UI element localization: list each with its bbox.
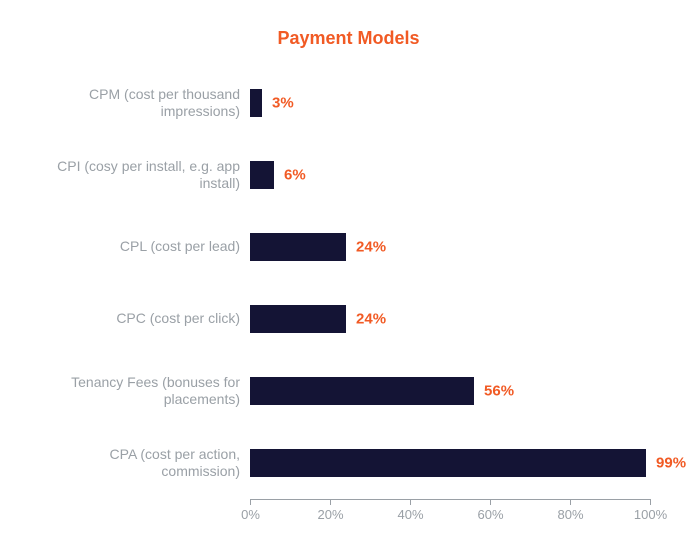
x-tick-label: 0% [241, 507, 260, 522]
category-label: CPM (cost per thousand impressions) [30, 86, 250, 121]
x-tick: 60% [490, 499, 491, 505]
x-tick: 20% [330, 499, 331, 505]
chart-title: Payment Models [30, 28, 667, 49]
bar-cell: 3% [250, 67, 650, 139]
bar [250, 161, 274, 189]
value-label: 24% [356, 239, 386, 256]
value-label: 24% [356, 311, 386, 328]
chart-row: Tenancy Fees (bonuses for placements) 56% [30, 355, 667, 427]
chart-row: CPA (cost per action, commission)99% [30, 427, 667, 499]
x-tick-label: 20% [317, 507, 343, 522]
x-tick-mark [250, 499, 251, 505]
bar [250, 377, 474, 405]
bar-cell: 24% [250, 283, 650, 355]
bar [250, 305, 346, 333]
bar [250, 89, 262, 117]
plot-area: CPM (cost per thousand impressions) 3% CPI… [30, 67, 667, 533]
x-tick-label: 60% [477, 507, 503, 522]
bar-cell: 24% [250, 211, 650, 283]
x-tick-label: 100% [634, 507, 667, 522]
x-tick: 80% [570, 499, 571, 505]
x-tick-mark [490, 499, 491, 505]
payment-models-chart: Payment Models CPM (cost per thousand im… [0, 0, 697, 551]
chart-row: CPM (cost per thousand impressions) 3% [30, 67, 667, 139]
bar-cell: 6% [250, 139, 650, 211]
value-label: 99% [656, 455, 686, 472]
bar [250, 233, 346, 261]
x-axis: 0% 20% 40% 60% 80% 100% [30, 499, 667, 533]
x-tick-mark [330, 499, 331, 505]
x-tick-mark [570, 499, 571, 505]
x-tick: 0% [250, 499, 251, 505]
bar-cell: 99% [250, 427, 650, 499]
value-label: 6% [284, 167, 306, 184]
x-tick-label: 80% [557, 507, 583, 522]
category-label: CPC (cost per click) [30, 310, 250, 328]
value-label: 3% [272, 95, 294, 112]
x-tick-label: 40% [397, 507, 423, 522]
chart-row: CPI (cosy per install, e.g. app install)… [30, 139, 667, 211]
x-tick-mark [410, 499, 411, 505]
value-label: 56% [484, 383, 514, 400]
category-label: CPA (cost per action, commission) [30, 446, 250, 481]
category-label: CPL (cost per lead) [30, 238, 250, 256]
x-tick: 100% [650, 499, 651, 505]
chart-row: CPL (cost per lead) 24% [30, 211, 667, 283]
bar-cell: 56% [250, 355, 650, 427]
category-label: CPI (cosy per install, e.g. app install) [30, 158, 250, 193]
chart-row: CPC (cost per click) 24% [30, 283, 667, 355]
category-label: Tenancy Fees (bonuses for placements) [30, 374, 250, 409]
x-axis-line [250, 499, 650, 500]
x-tick-mark [650, 499, 651, 505]
x-tick: 40% [410, 499, 411, 505]
bar [250, 449, 646, 477]
